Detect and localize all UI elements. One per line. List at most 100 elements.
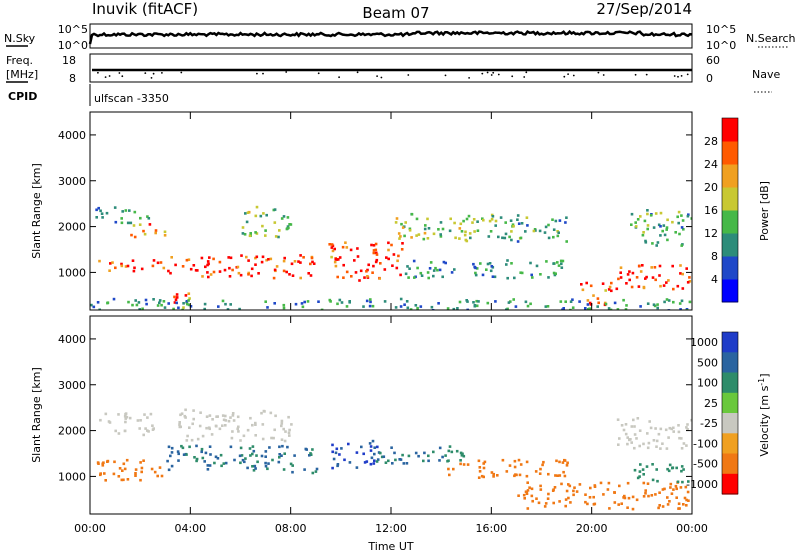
range-gate-cell (654, 278, 657, 282)
range-gate-cell (488, 219, 492, 223)
freq-tick-low: 8 (69, 72, 76, 85)
range-gate-cell (278, 456, 281, 459)
range-gate-cell (633, 425, 636, 428)
range-gate-cell (626, 481, 630, 485)
range-gate-cell (420, 274, 424, 277)
range-gate-cell (665, 226, 669, 229)
freq-label: Freq. (6, 54, 33, 67)
range-gate-cell (152, 298, 155, 301)
range-gate-cell (636, 476, 640, 480)
range-gate-cell (682, 442, 686, 445)
range-gate-cell (304, 447, 308, 451)
range-gate-cell (163, 306, 167, 309)
range-gate-cell (387, 257, 390, 261)
range-gate-cell (432, 269, 436, 272)
range-gate-cell (642, 231, 645, 234)
range-gate-cell (248, 234, 252, 238)
range-gate-cell (239, 446, 243, 450)
colorbar-segment (722, 279, 738, 303)
range-gate-cell (285, 270, 288, 274)
range-gate-cell (642, 286, 646, 290)
range-gate-cell (229, 303, 232, 306)
range-gate-cell (341, 245, 345, 249)
range-gate-cell (286, 445, 289, 449)
range-gate-cell (599, 481, 603, 485)
range-gate-cell (369, 298, 372, 301)
range-gate-cell (200, 450, 203, 454)
range-gate-cell (407, 454, 411, 458)
range-gate-cell (625, 304, 628, 307)
range-gate-cell (139, 478, 142, 482)
range-gate-cell (283, 439, 287, 443)
range-gate-cell (385, 256, 388, 259)
range-gate-cell (530, 494, 534, 498)
range-gate-cell (288, 223, 291, 226)
range-gate-cell (474, 271, 477, 275)
range-gate-cell (142, 433, 145, 437)
range-gate-cell (117, 413, 120, 416)
range-gate-cell (564, 300, 567, 303)
range-gate-cell (580, 283, 583, 286)
range-gate-cell (503, 236, 507, 240)
range-gate-cell (656, 241, 660, 244)
range-gate-cell (506, 276, 509, 280)
range-gate-cell (668, 426, 672, 430)
range-gate-cell (125, 458, 129, 462)
range-gate-cell (455, 449, 459, 453)
range-gate-cell (657, 506, 660, 510)
range-gate-cell (544, 225, 548, 229)
colorbar-segment (722, 453, 738, 475)
range-gate-cell (245, 255, 248, 259)
range-gate-cell (489, 230, 493, 233)
velocity-cbar-label: Velocity [m s-1] (757, 373, 771, 456)
range-gate-cell (651, 276, 655, 279)
colorbar-segment (722, 256, 738, 280)
range-gate-cell (426, 217, 429, 221)
y-tick-label: 1000 (58, 470, 86, 483)
range-gate-cell (644, 492, 647, 495)
nave-dot (121, 75, 124, 78)
range-gate-cell (688, 280, 692, 283)
nave-dot (680, 75, 683, 77)
range-gate-cell (654, 212, 658, 215)
range-gate-cell (680, 226, 684, 229)
range-gate-cell (170, 464, 174, 468)
range-gate-cell (531, 499, 534, 503)
range-gate-cell (224, 419, 228, 422)
power-ylabel: Slant Range [km] (30, 163, 43, 259)
range-gate-cell (271, 458, 274, 462)
range-gate-cell (293, 260, 297, 263)
range-gate-cell (465, 239, 469, 243)
range-gate-cell (626, 506, 629, 509)
range-gate-cell (474, 273, 478, 277)
range-gate-cell (671, 466, 674, 470)
range-gate-cell (659, 211, 663, 215)
range-gate-cell (531, 276, 534, 279)
range-gate-cell (101, 216, 104, 219)
range-gate-cell (437, 302, 440, 305)
range-gate-cell (251, 465, 254, 468)
range-gate-cell (586, 502, 589, 506)
range-gate-cell (320, 308, 324, 310)
range-gate-cell (240, 454, 244, 457)
range-gate-cell (547, 276, 550, 279)
range-gate-cell (631, 507, 635, 511)
range-gate-cell (134, 299, 137, 302)
range-gate-cell (654, 427, 657, 430)
range-gate-cell (302, 256, 305, 259)
range-gate-cell (679, 264, 682, 267)
range-gate-cell (213, 461, 216, 465)
velocity-heatmap (96, 408, 692, 511)
range-gate-cell (261, 224, 264, 228)
range-gate-cell (563, 474, 567, 478)
range-gate-cell (97, 462, 100, 465)
y-tick-label: 4000 (58, 129, 86, 142)
range-gate-cell (604, 302, 608, 306)
range-gate-cell (419, 271, 423, 275)
velocity-cbar-tick: -25 (700, 417, 718, 430)
colorbar-segment (722, 141, 738, 165)
range-gate-cell (426, 237, 430, 240)
range-gate-cell (604, 289, 607, 292)
range-gate-cell (241, 458, 245, 462)
freq-unit: [MHz] (6, 68, 38, 81)
